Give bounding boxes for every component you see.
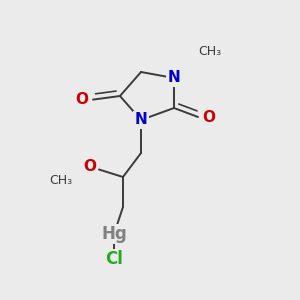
Text: N: N (168, 70, 180, 86)
Text: N: N (135, 112, 147, 128)
Text: O: O (202, 110, 215, 124)
Text: CH₃: CH₃ (49, 173, 72, 187)
Text: O: O (83, 159, 96, 174)
Text: O: O (76, 92, 88, 107)
Text: CH₃: CH₃ (198, 46, 221, 59)
Text: Cl: Cl (105, 250, 123, 268)
Text: Hg: Hg (101, 225, 127, 243)
